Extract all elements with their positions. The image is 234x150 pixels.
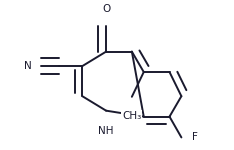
- Text: NH: NH: [98, 126, 114, 136]
- Text: N: N: [24, 61, 32, 71]
- Text: O: O: [102, 4, 110, 14]
- Text: F: F: [192, 132, 198, 142]
- Text: CH₃: CH₃: [122, 111, 142, 121]
